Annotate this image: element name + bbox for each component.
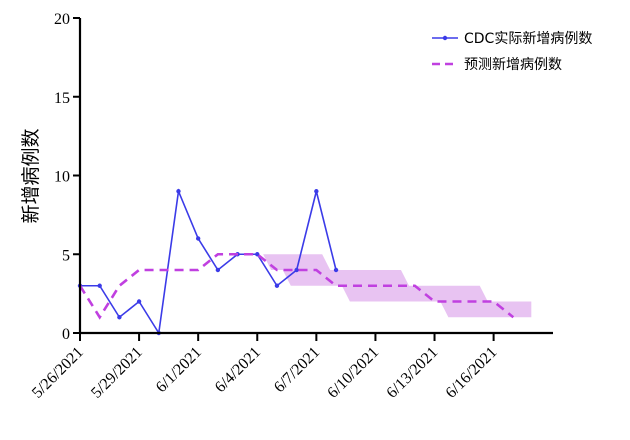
x-tick-label: 6/16/2021	[443, 344, 501, 402]
cdc-data-point	[274, 283, 280, 288]
x-tick-label: 6/13/2021	[383, 344, 441, 402]
y-tick-label: 0	[62, 326, 70, 343]
cdc-data-point	[314, 189, 319, 194]
x-tick-label: 6/7/2021	[271, 344, 323, 396]
cdc-data-point	[255, 252, 260, 257]
y-tick-label: 20	[54, 11, 70, 28]
x-tick-label: 6/4/2021	[212, 344, 264, 396]
cdc-data-point	[136, 299, 142, 304]
cdc-data-point	[195, 236, 201, 241]
legend-label: CDC实际新增病例数	[464, 31, 592, 47]
series-layer	[77, 188, 515, 336]
y-tick-label: 15	[54, 90, 70, 107]
y-tick-label: 5	[62, 247, 70, 264]
cdc-data-point	[176, 189, 181, 194]
y-axis-title: 新增病例数	[20, 128, 42, 223]
cdc-data-point	[333, 267, 339, 273]
x-tick-label: 6/1/2021	[153, 344, 205, 396]
y-tick-label: 10	[54, 169, 70, 186]
cdc-data-point	[97, 283, 102, 288]
cdc-data-point	[215, 267, 221, 273]
x-tick-label: 5/26/2021	[29, 344, 87, 402]
forecast-series-line	[78, 252, 515, 320]
cdc-data-point	[117, 315, 122, 320]
cdc-data-point	[294, 267, 299, 273]
legend-marker-cdc	[442, 35, 448, 41]
cdc-series-line	[80, 188, 337, 336]
legend-label: 预测新增病例数	[464, 57, 562, 73]
x-tick-label: 5/29/2021	[88, 344, 146, 402]
x-tick-label: 6/10/2021	[324, 344, 382, 402]
